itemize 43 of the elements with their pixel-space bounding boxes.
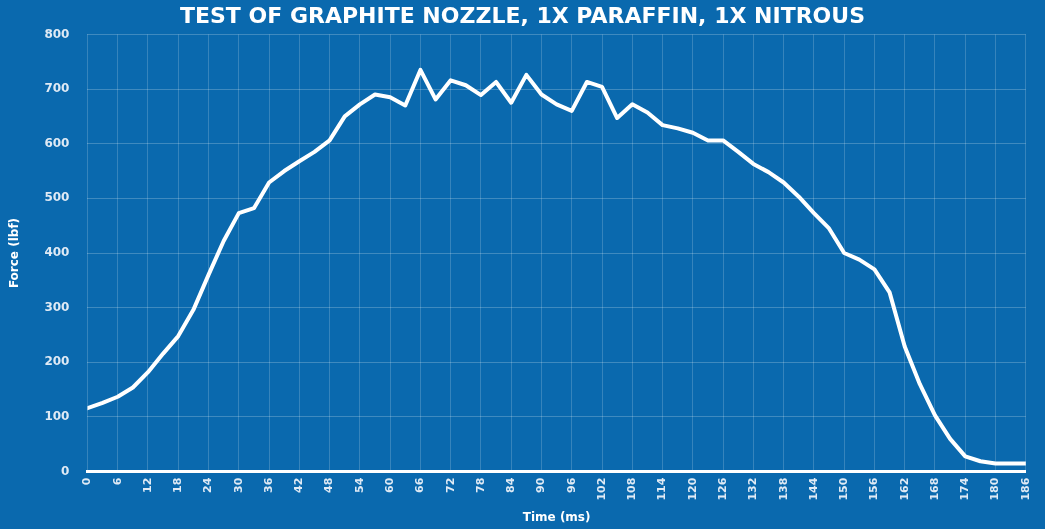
x-tick-label: 60 — [383, 477, 396, 493]
x-tick-label: 72 — [443, 477, 457, 493]
x-tick-label: 30 — [231, 477, 245, 493]
x-tick-label: 174 — [958, 477, 972, 501]
x-tick-label: 108 — [625, 477, 639, 501]
y-tick-label: 200 — [44, 354, 70, 369]
y-tick-label: 500 — [44, 190, 70, 205]
y-axis-title: Force (lbf) — [7, 217, 22, 289]
x-tick-label: 90 — [534, 477, 548, 493]
x-tick-label: 138 — [776, 477, 790, 501]
x-tick-label: 6 — [110, 477, 124, 486]
x-tick-label: 120 — [685, 477, 699, 501]
x-tick-label: 36 — [261, 477, 275, 493]
x-tick-label: 0 — [80, 477, 94, 486]
x-tick-label: 132 — [746, 477, 760, 501]
x-tick-label: 48 — [322, 477, 336, 493]
x-tick-label: 156 — [867, 477, 881, 501]
chart-title: TEST OF GRAPHITE NOZZLE, 1X PARAFFIN, 1X NITROUS — [179, 2, 866, 28]
y-tick-label: 400 — [44, 245, 70, 260]
x-tick-label: 12 — [140, 477, 154, 493]
x-tick-label: 18 — [171, 477, 185, 493]
x-axis-title: Time (ms) — [522, 509, 591, 524]
x-tick-label: 66 — [413, 477, 427, 493]
x-tick-label: 150 — [837, 477, 851, 501]
x-tick-label: 102 — [594, 477, 608, 501]
x-tick-label: 96 — [564, 477, 578, 493]
y-tick-label: 600 — [44, 135, 70, 150]
x-tick-label: 126 — [715, 477, 729, 501]
y-tick-label: 100 — [44, 409, 70, 424]
y-tick-label: 700 — [44, 81, 70, 96]
y-tick-label: 800 — [44, 26, 70, 41]
x-tick-label: 114 — [655, 477, 669, 501]
x-tick-label: 186 — [1018, 477, 1032, 501]
x-tick-label: 24 — [201, 477, 215, 493]
x-tick-label: 144 — [806, 477, 820, 501]
x-tick-label: 78 — [473, 477, 487, 493]
x-tick-label: 84 — [504, 477, 518, 493]
x-tick-label: 162 — [897, 477, 911, 501]
x-tick-label: 180 — [988, 477, 1002, 501]
x-tick-label: 168 — [927, 477, 941, 501]
x-tick-label: 54 — [352, 477, 366, 493]
y-tick-label: 300 — [44, 299, 70, 314]
x-tick-label: 42 — [292, 477, 306, 493]
